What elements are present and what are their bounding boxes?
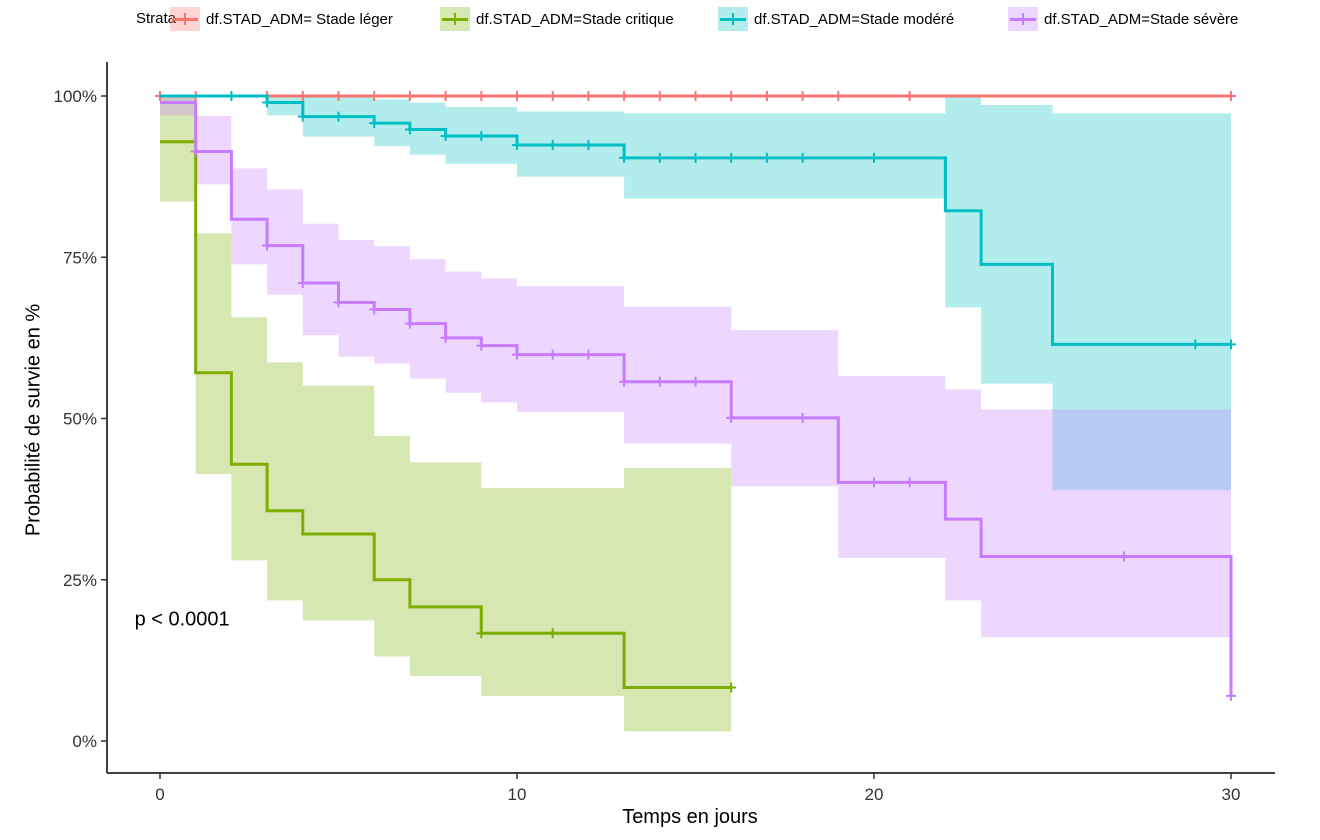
censor-mark-df-stad-adm-stade-modere (1226, 339, 1236, 350)
censor-mark-df-stad-adm-stade-leger (333, 91, 344, 101)
censor-mark-df-stad-adm-stade-severe (904, 477, 915, 488)
censor-mark-df-stad-adm-stade-leger (833, 91, 844, 101)
ci-band-df-stad-adm-stade-severe (160, 96, 1231, 638)
censor-mark-df-stad-adm-stade-severe (190, 146, 201, 157)
legend-label-stade-critique: df.STAD_ADM=Stade critique (476, 10, 674, 28)
censor-mark-df-stad-adm-stade-severe (512, 349, 522, 360)
legend-label-stade-modere: df.STAD_ADM=Stade modéré (754, 10, 955, 28)
censor-mark-df-stad-adm-stade-modere (297, 111, 308, 122)
y-tick-label: 50% (63, 410, 97, 429)
censor-mark-df-stad-adm-stade-leger (761, 91, 772, 101)
censor-mark-df-stad-adm-stade-severe (333, 297, 344, 308)
legend: Strata df.STAD_ADM= Stade léger df.STAD_… (0, 0, 1320, 40)
censor-mark-df-stad-adm-stade-modere (797, 152, 808, 163)
censor-mark-df-stad-adm-stade-leger (797, 91, 808, 101)
censor-mark-df-stad-adm-stade-severe (404, 318, 415, 329)
x-tick-label: 20 (865, 785, 884, 804)
censor-mark-df-stad-adm-stade-modere (440, 130, 451, 141)
censor-mark-df-stad-adm-stade-severe (1118, 551, 1129, 562)
censor-mark-df-stad-adm-stade-modere (619, 152, 630, 163)
x-tick-label: 0 (155, 785, 164, 804)
p-value-annotation: p < 0.0001 (135, 608, 230, 630)
censor-mark-df-stad-adm-stade-leger (654, 91, 665, 101)
x-axis-label: Temps en jours (622, 806, 758, 828)
censor-mark-df-stad-adm-stade-modere (654, 152, 665, 163)
censor-mark-df-stad-adm-stade-severe (476, 340, 487, 351)
ci-band-df-stad-adm-stade-critique (160, 96, 732, 732)
legend-key-stade-leger (170, 7, 200, 31)
legend-label-stade-severe: df.STAD_ADM=Stade sévère (1044, 10, 1239, 28)
censor-mark-df-stad-adm-stade-severe (547, 349, 558, 360)
censor-mark-df-stad-adm-stade-critique (726, 682, 737, 693)
censor-mark-df-stad-adm-stade-severe (619, 376, 630, 387)
censor-mark-df-stad-adm-stade-modere (404, 124, 415, 135)
censor-mark-df-stad-adm-stade-leger (297, 91, 308, 101)
censor-mark-df-stad-adm-stade-severe (654, 376, 665, 387)
censor-mark-df-stad-adm-stade-leger (1226, 91, 1236, 101)
censor-mark-df-stad-adm-stade-modere (869, 152, 879, 163)
legend-label-stade-leger: df.STAD_ADM= Stade léger (206, 10, 393, 28)
survival-curve-df-stad-adm-stade-critique (160, 140, 732, 689)
censor-mark-df-stad-adm-stade-critique (547, 628, 558, 639)
censor-mark-df-stad-adm-stade-leger (512, 91, 522, 101)
y-tick-label: 75% (63, 248, 97, 267)
censor-mark-df-stad-adm-stade-severe (797, 412, 808, 423)
censor-mark-df-stad-adm-stade-leger (690, 91, 701, 101)
legend-item-stade-modere: df.STAD_ADM=Stade modéré (718, 6, 954, 32)
censor-mark-df-stad-adm-stade-severe (440, 332, 451, 343)
censor-mark-df-stad-adm-stade-severe (262, 240, 273, 251)
censor-mark-df-stad-adm-stade-leger (726, 91, 737, 101)
censor-mark-df-stad-adm-stade-leger (476, 91, 487, 101)
censor-mark-df-stad-adm-stade-modere (690, 152, 701, 163)
censor-mark-df-stad-adm-stade-leger (369, 91, 380, 101)
censor-mark-df-stad-adm-stade-leger (904, 91, 915, 101)
censor-mark-df-stad-adm-stade-leger (583, 91, 594, 101)
y-tick-label: 25% (63, 571, 97, 590)
censor-mark-df-stad-adm-stade-modere (583, 140, 594, 151)
censor-mark-df-stad-adm-stade-modere (512, 140, 522, 151)
censor-mark-df-stad-adm-stade-modere (547, 140, 558, 151)
censor-mark-df-stad-adm-stade-critique (476, 628, 487, 639)
censor-mark-df-stad-adm-stade-modere (726, 152, 737, 163)
ci-band-df-stad-adm-stade-modere (160, 96, 1231, 491)
censor-mark-df-stad-adm-stade-leger (404, 91, 415, 101)
censor-mark-df-stad-adm-stade-modere (476, 130, 487, 141)
y-tick-label: 0% (72, 732, 97, 751)
censor-mark-df-stad-adm-stade-modere (369, 118, 380, 129)
censor-mark-df-stad-adm-stade-severe (583, 349, 594, 360)
censor-mark-df-stad-adm-stade-modere (1190, 339, 1201, 350)
x-tick-label: 10 (508, 785, 527, 804)
y-axis-label: Probabilité de survie en % (22, 303, 45, 537)
censor-mark-df-stad-adm-stade-severe (869, 477, 879, 488)
censor-mark-df-stad-adm-stade-severe (369, 304, 380, 315)
y-tick-label: 100% (54, 87, 97, 106)
legend-key-stade-severe (1008, 7, 1038, 31)
censor-mark-df-stad-adm-stade-modere (333, 111, 344, 122)
legend-key-stade-modere (718, 7, 748, 31)
censor-mark-df-stad-adm-stade-severe (297, 278, 308, 289)
legend-key-stade-critique (440, 7, 470, 31)
censor-mark-df-stad-adm-stade-modere (262, 97, 273, 108)
x-tick-label: 30 (1222, 785, 1241, 804)
censor-mark-df-stad-adm-stade-leger (440, 91, 451, 101)
censor-mark-df-stad-adm-stade-severe (1226, 690, 1236, 701)
legend-item-stade-critique: df.STAD_ADM=Stade critique (440, 6, 674, 32)
censor-mark-df-stad-adm-stade-leger (547, 91, 558, 101)
censor-mark-df-stad-adm-stade-severe (726, 412, 737, 423)
censor-mark-df-stad-adm-stade-severe (690, 376, 701, 387)
censor-mark-df-stad-adm-stade-modere (226, 91, 237, 101)
legend-item-stade-severe: df.STAD_ADM=Stade sévère (1008, 6, 1238, 32)
legend-title: Strata (136, 10, 177, 27)
censor-mark-df-stad-adm-stade-modere (761, 152, 772, 163)
censor-mark-df-stad-adm-stade-leger (619, 91, 630, 101)
legend-item-stade-leger: df.STAD_ADM= Stade léger (170, 6, 393, 32)
